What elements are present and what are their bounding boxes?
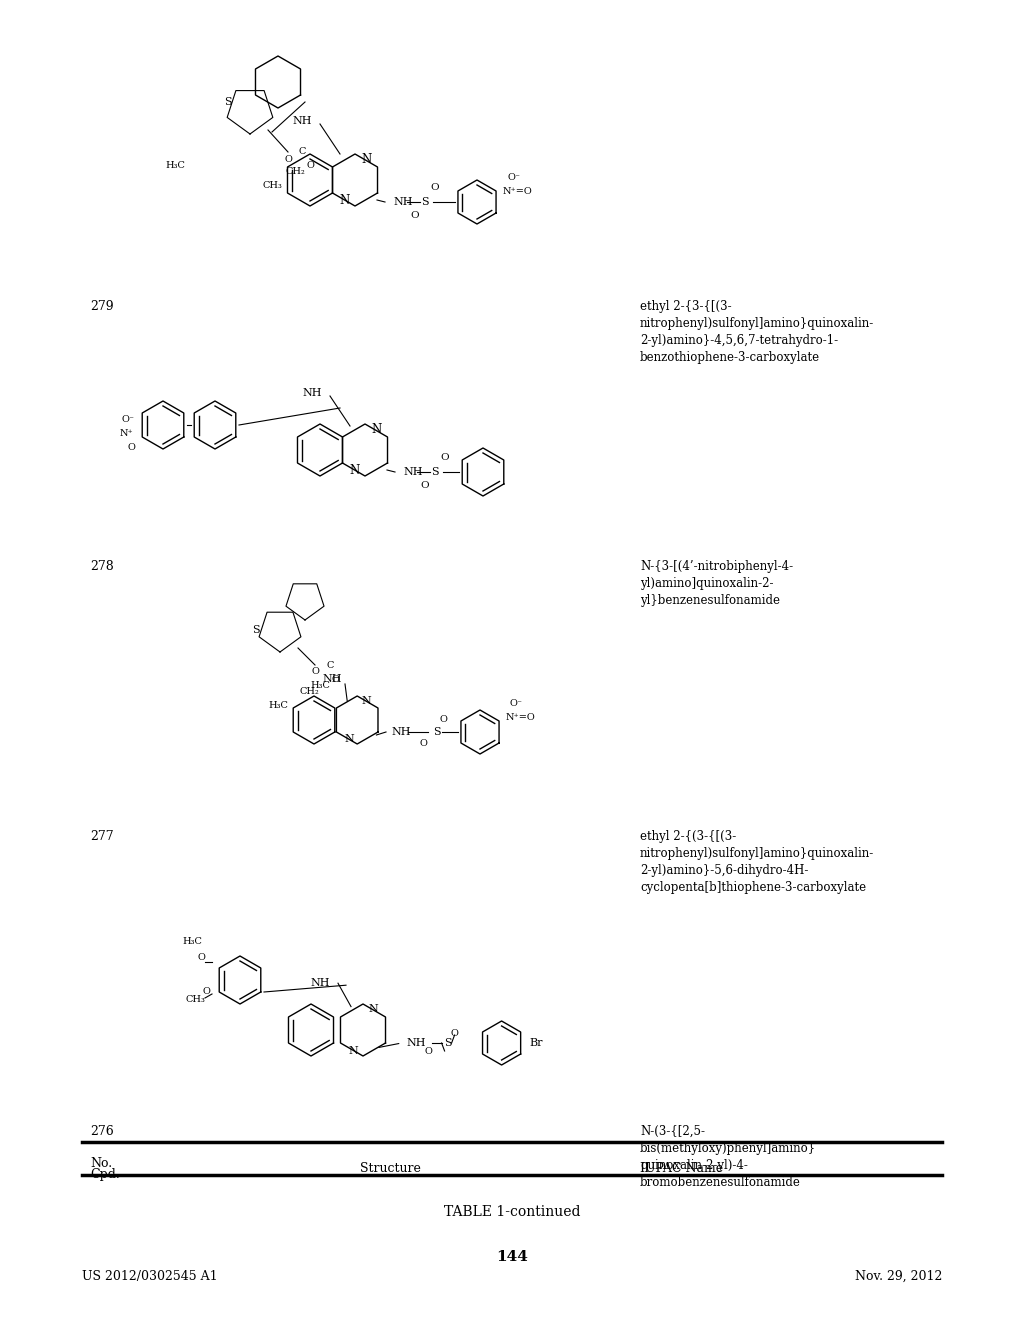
Text: O: O: [284, 156, 292, 165]
Text: N⁺: N⁺: [119, 429, 133, 437]
Text: N⁺=O: N⁺=O: [503, 187, 532, 197]
Text: C: C: [327, 660, 334, 669]
Text: 277: 277: [90, 830, 114, 843]
Text: 144: 144: [496, 1250, 528, 1265]
Text: N: N: [361, 696, 371, 706]
Text: S: S: [421, 197, 429, 207]
Text: S: S: [433, 727, 440, 737]
Text: S: S: [444, 1038, 453, 1048]
Text: N: N: [344, 734, 354, 744]
Text: NH: NH: [407, 1038, 426, 1048]
Text: H₃C: H₃C: [268, 701, 288, 710]
Text: 278: 278: [90, 560, 114, 573]
Text: O⁻: O⁻: [510, 700, 523, 709]
Text: N: N: [348, 1045, 357, 1056]
Text: O⁻: O⁻: [507, 173, 520, 182]
Text: O: O: [425, 1047, 432, 1056]
Text: O: O: [198, 953, 205, 962]
Text: O: O: [431, 183, 439, 193]
Text: O: O: [331, 676, 339, 685]
Text: O: O: [439, 715, 446, 725]
Text: NH: NH: [310, 978, 330, 989]
Text: O: O: [306, 161, 314, 170]
Text: N-(3-{[2,5-
bis(methyloxy)phenyl]amino}
quinoxalin-2-yl)-4-
bromobenzenesulfonam: N-(3-{[2,5- bis(methyloxy)phenyl]amino} …: [640, 1125, 816, 1189]
Text: CH₂: CH₂: [300, 688, 319, 697]
Text: N: N: [340, 194, 350, 207]
Text: 276: 276: [90, 1125, 114, 1138]
Text: O: O: [127, 442, 135, 451]
Text: O: O: [451, 1028, 459, 1038]
Text: NH: NH: [302, 388, 322, 399]
Text: ethyl 2-{3-{[(3-
nitrophenyl)sulfonyl]amino}quinoxalin-
2-yl)amino}-4,5,6,7-tetr: ethyl 2-{3-{[(3- nitrophenyl)sulfonyl]am…: [640, 300, 874, 364]
Text: Br: Br: [529, 1038, 543, 1048]
Text: O: O: [202, 987, 210, 997]
Text: NH: NH: [391, 727, 411, 737]
Text: Nov. 29, 2012: Nov. 29, 2012: [855, 1270, 942, 1283]
Text: 279: 279: [90, 300, 114, 313]
Text: H₃C: H₃C: [182, 937, 202, 946]
Text: US 2012/0302545 A1: US 2012/0302545 A1: [82, 1270, 218, 1283]
Text: Cpd.: Cpd.: [90, 1168, 120, 1181]
Text: H₃C: H₃C: [165, 161, 185, 169]
Text: N-{3-[(4’-nitrobiphenyl-4-
yl)amino]quinoxalin-2-
yl}benzenesulfonamide: N-{3-[(4’-nitrobiphenyl-4- yl)amino]quin…: [640, 560, 794, 607]
Text: ethyl 2-{(3-{[(3-
nitrophenyl)sulfonyl]amino}quinoxalin-
2-yl)amino}-5,6-dihydro: ethyl 2-{(3-{[(3- nitrophenyl)sulfonyl]a…: [640, 830, 874, 894]
Text: NH: NH: [323, 675, 342, 684]
Text: S: S: [252, 624, 260, 635]
Text: NH: NH: [393, 197, 413, 207]
Text: O: O: [311, 668, 318, 676]
Text: CH₃: CH₃: [262, 181, 282, 190]
Text: Structure: Structure: [359, 1162, 421, 1175]
Text: H₃C: H₃C: [310, 681, 330, 689]
Text: N: N: [350, 465, 360, 478]
Text: NH: NH: [293, 116, 312, 125]
Text: No.: No.: [90, 1158, 112, 1170]
Text: IUPAC Name: IUPAC Name: [640, 1162, 723, 1175]
Text: O⁻: O⁻: [122, 414, 135, 424]
Text: N: N: [368, 1005, 378, 1014]
Text: N: N: [372, 422, 382, 436]
Text: N: N: [361, 153, 372, 166]
Text: CH₃: CH₃: [185, 995, 205, 1005]
Text: O: O: [421, 482, 429, 491]
Text: TABLE 1-continued: TABLE 1-continued: [443, 1205, 581, 1218]
Text: O: O: [419, 739, 427, 748]
Text: O: O: [440, 454, 450, 462]
Text: S: S: [224, 96, 232, 107]
Text: C: C: [298, 148, 306, 157]
Text: O: O: [411, 211, 419, 220]
Text: NH: NH: [403, 467, 423, 477]
Text: CH₂: CH₂: [285, 168, 305, 177]
Text: N⁺=O: N⁺=O: [506, 713, 536, 722]
Text: S: S: [431, 467, 439, 477]
